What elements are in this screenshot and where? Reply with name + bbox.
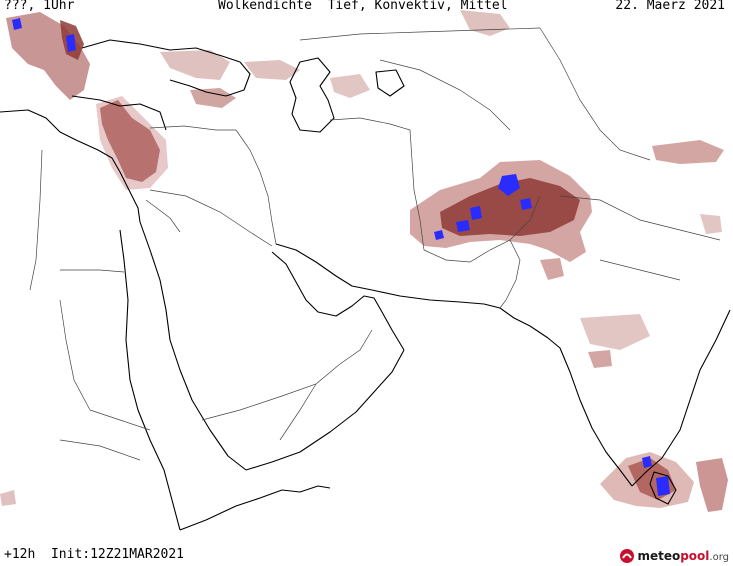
coast-gulf-iran <box>275 243 373 291</box>
convective-cell <box>434 230 444 240</box>
border-egypt-libya <box>29 149 43 291</box>
convective-cell <box>642 456 652 468</box>
border-saudi-iraq <box>149 189 273 247</box>
border-kazakh <box>299 27 541 41</box>
cloud-patch-afghan-dense <box>440 178 580 236</box>
coast-horn-africa <box>179 489 283 531</box>
border-iran-turkmen <box>329 117 411 131</box>
coast-red-sea-west <box>119 229 181 531</box>
cloud-patch-levant <box>100 100 160 182</box>
cloud-patch-caspian-n <box>244 60 300 80</box>
border-china <box>539 27 651 161</box>
border-ethiopia <box>89 409 151 431</box>
model-run-label: +12h Init:12Z21MAR2021 <box>4 547 185 562</box>
cloud-cover-layer <box>0 10 728 512</box>
logo-tld: .org <box>709 552 729 563</box>
cloud-patch-blacksea <box>190 88 236 108</box>
convective-cell <box>456 220 470 232</box>
cloud-patch-africa <box>0 490 16 506</box>
coast-makran <box>371 289 485 305</box>
cloud-patch-india-w <box>588 350 612 368</box>
convective-cell <box>470 206 482 220</box>
coastlines <box>0 39 731 531</box>
meteopool-logo-text: meteopool.org <box>637 549 729 563</box>
border-pak-india <box>499 239 521 309</box>
border-egypt-sudan <box>60 269 125 273</box>
convective-cell <box>656 476 670 496</box>
coast-caspian <box>289 57 335 133</box>
coast-turkey-north <box>81 39 241 63</box>
convective-cell <box>12 18 22 30</box>
cloud-patch-levant-outer <box>96 96 168 190</box>
cloud-patch-burma <box>700 214 722 234</box>
border-saudi-oman <box>339 329 373 365</box>
cloud-patch-caucasus <box>160 50 230 80</box>
border-sudan-ethiopia <box>59 299 91 411</box>
cloud-patch-bay <box>696 458 728 512</box>
convective-cell <box>498 174 520 196</box>
coast-aral <box>375 69 405 97</box>
map-title: Wolkendichte Tief, Konvektiv, Mittel <box>218 0 508 13</box>
map-date: 22. Maerz 2021 <box>615 0 725 13</box>
country-borders <box>29 27 721 461</box>
border-iraq-iran <box>235 129 277 245</box>
logo-brand-a: meteo <box>637 549 681 563</box>
border-iran-afghan <box>409 129 425 251</box>
coast-srilanka <box>649 471 677 505</box>
convective-cell <box>520 198 532 210</box>
coast-gulf <box>271 251 405 351</box>
coast-mediterranean <box>0 109 141 223</box>
coast-india-east <box>631 309 731 487</box>
coast-blacksea-east <box>169 61 251 97</box>
cloud-patch-india-c <box>580 314 650 350</box>
border-kenya <box>59 439 141 461</box>
coast-somalia <box>281 485 331 493</box>
cloud-patch-iran-ne <box>330 74 370 98</box>
border-uzbek <box>379 59 511 131</box>
border-india-nepal <box>599 259 681 281</box>
border-afghan-pak <box>423 195 541 263</box>
valid-time-label: ???, 1Uhr <box>4 0 75 13</box>
cloud-patch-india-n <box>540 258 564 280</box>
meteopool-logo[interactable]: meteopool.org <box>619 548 729 564</box>
coast-india-west <box>483 303 633 487</box>
border-saudi-jordan <box>145 199 181 233</box>
border-turkey-syria <box>149 125 236 131</box>
cloud-patch-china <box>652 140 724 164</box>
border-india-china <box>559 195 721 241</box>
coast-red-sea-east <box>139 221 247 471</box>
coast-turkey-south <box>71 95 167 131</box>
meteopool-logo-icon <box>620 549 635 563</box>
convective-cells <box>12 18 670 496</box>
border-yemen-oman <box>279 383 317 441</box>
coast-arabia-south <box>245 349 405 471</box>
border-saudi-yemen <box>201 363 341 421</box>
convective-cell <box>66 34 76 52</box>
logo-brand-b: pool <box>680 549 710 563</box>
